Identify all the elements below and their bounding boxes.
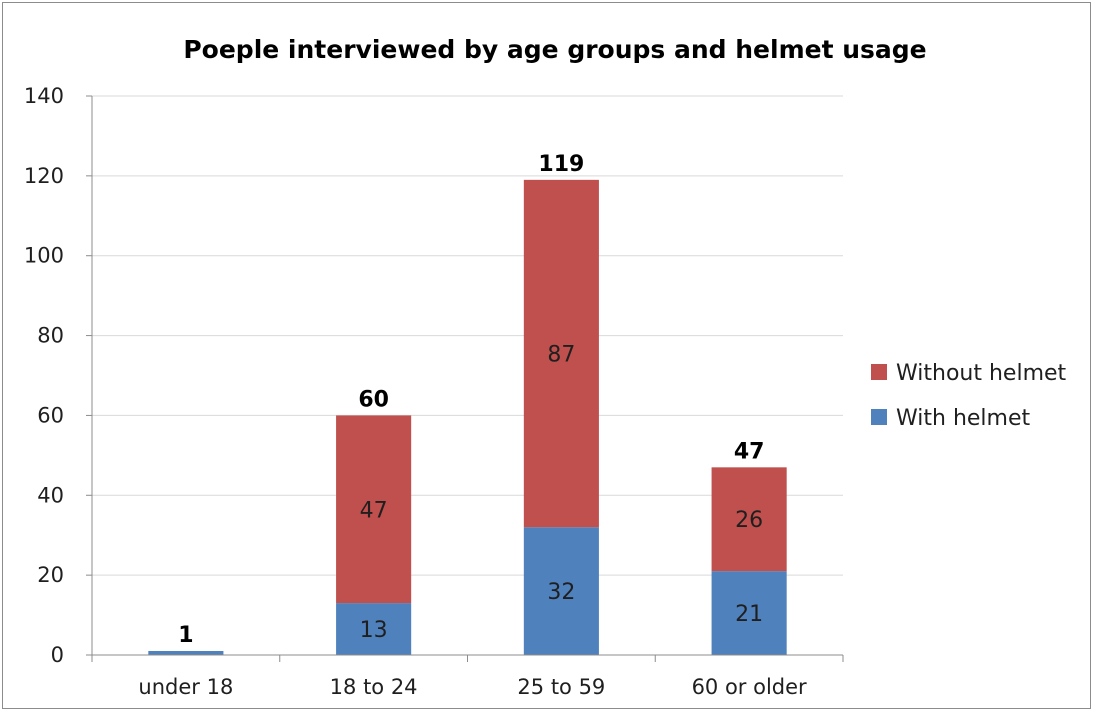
y-tick-label: 80 — [37, 324, 64, 348]
y-tick-label: 120 — [24, 164, 64, 188]
x-tick-label: 60 or older — [692, 675, 807, 699]
total-label: 60 — [358, 387, 389, 412]
y-tick-label: 20 — [37, 563, 64, 587]
bar-without-helmet — [711, 467, 787, 572]
legend-label: With helmet — [896, 406, 1031, 431]
y-tick-label: 140 — [24, 84, 64, 108]
segment-label: 87 — [547, 343, 575, 368]
x-axis: under 18 18 to 24 25 to 59 60 or older — [91, 654, 844, 699]
chart-title: Poeple interviewed by age groups and hel… — [183, 35, 926, 64]
bar-with-helmet — [523, 527, 599, 655]
x-tick-label: under 18 — [138, 675, 233, 699]
bar-with-helmet — [711, 571, 787, 655]
total-label: 119 — [538, 152, 584, 177]
segment-label: 47 — [360, 498, 388, 523]
segment-label: 13 — [360, 618, 388, 643]
bar-without-helmet — [523, 179, 599, 528]
x-tick-label: 18 to 24 — [330, 675, 418, 699]
y-tick-label: 100 — [24, 244, 64, 268]
bar-with-helmet — [148, 651, 224, 655]
bar-without-helmet — [336, 415, 412, 604]
y-tick-label: 60 — [37, 403, 64, 427]
legend-swatch — [871, 409, 887, 425]
segment-label: 21 — [735, 602, 763, 627]
bars: 1 13 47 60 32 87 119 21 26 47 — [148, 152, 787, 655]
x-tick-label: 25 to 59 — [517, 675, 605, 699]
segment-label: 26 — [735, 508, 763, 533]
y-tick-label: 0 — [51, 643, 64, 667]
legend-label: Without helmet — [896, 361, 1067, 386]
y-tick-label: 40 — [37, 483, 64, 507]
legend-swatch — [871, 364, 887, 380]
legend: Without helmet With helmet — [871, 361, 1067, 431]
segment-label: 32 — [547, 580, 575, 605]
bar-with-helmet — [336, 603, 412, 655]
total-label: 47 — [734, 439, 765, 464]
y-axis: 0 20 40 60 80 100 120 140 — [24, 84, 93, 667]
total-label: 1 — [178, 623, 193, 648]
